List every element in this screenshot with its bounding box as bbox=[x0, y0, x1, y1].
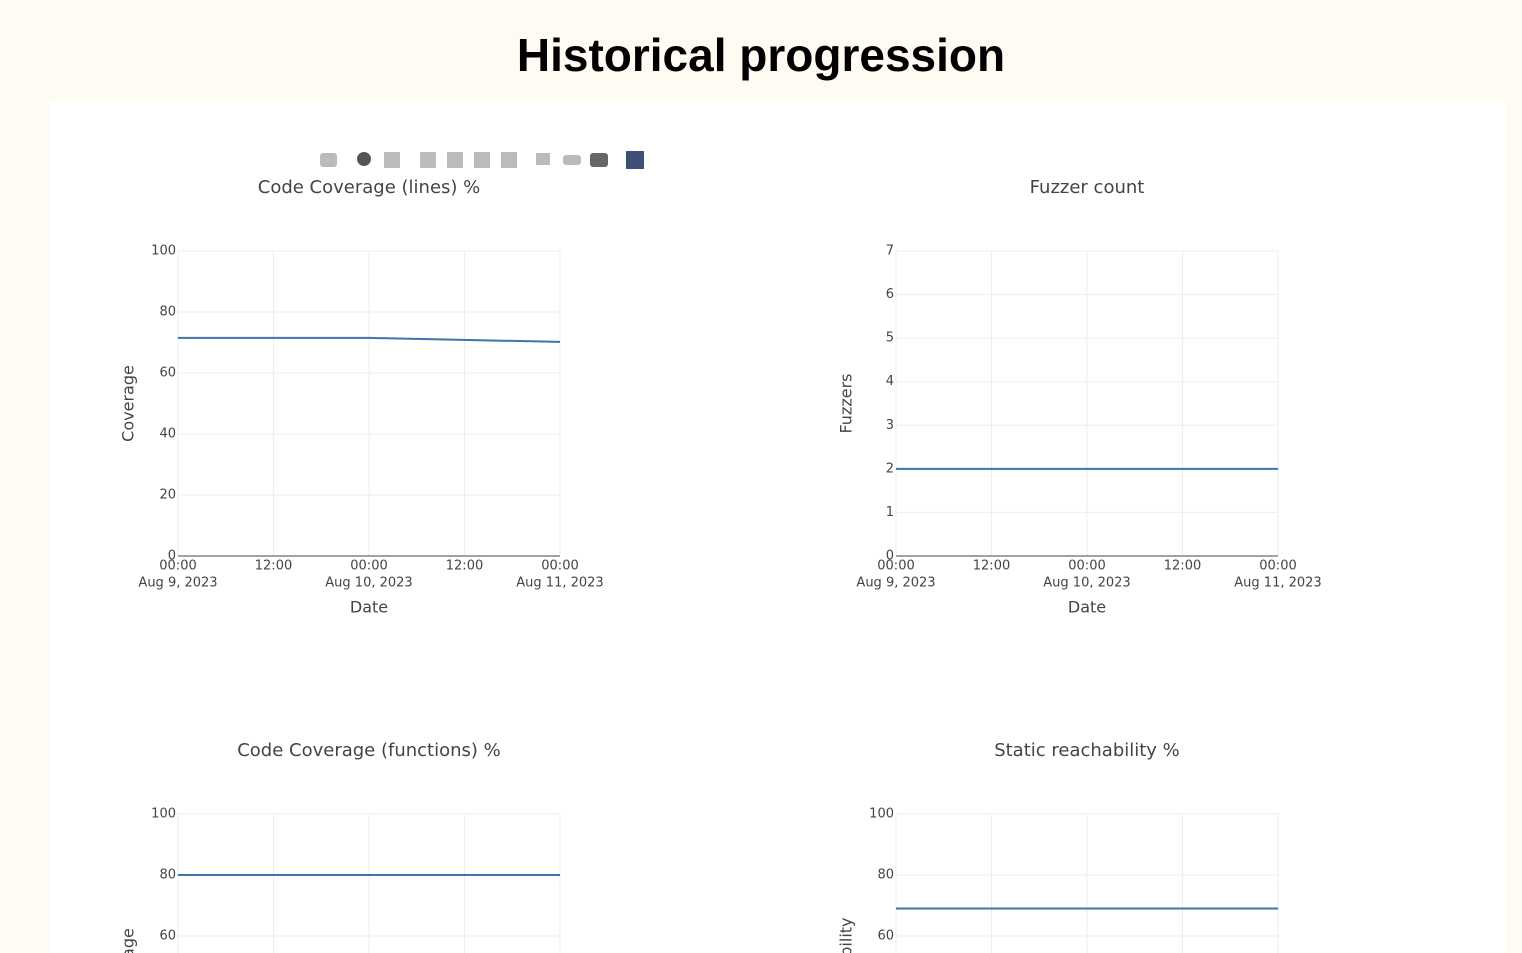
hover-compare-icon[interactable] bbox=[590, 153, 608, 167]
y-tick-label: 100 bbox=[151, 807, 176, 822]
page-title: Historical progression bbox=[516, 29, 1006, 81]
pan-icon[interactable] bbox=[384, 152, 400, 168]
y-tick-label: 6 bbox=[886, 287, 894, 302]
y-tick-label: 3 bbox=[886, 418, 894, 433]
spike-icon[interactable] bbox=[536, 153, 550, 165]
y-tick-label: 0 bbox=[886, 549, 894, 564]
x-tick-date-label: Aug 11, 2023 bbox=[516, 576, 603, 591]
x-tick-date-label: Aug 10, 2023 bbox=[1043, 576, 1130, 591]
x-tick-label: 12:00 bbox=[973, 559, 1010, 574]
chart-title: Code Coverage (lines) % bbox=[258, 177, 481, 198]
x-tick-label: 00:00 bbox=[159, 559, 196, 574]
x-tick-date-label: Aug 11, 2023 bbox=[1234, 576, 1321, 591]
y-tick-label: 20 bbox=[159, 488, 176, 503]
y-axis-title: Fuzzers bbox=[837, 373, 856, 433]
y-tick-label: 100 bbox=[869, 807, 894, 822]
reset-icon[interactable] bbox=[501, 152, 517, 168]
y-tick-label: 100 bbox=[151, 244, 176, 259]
y-axis-title: Reachability bbox=[837, 917, 856, 953]
y-axis-title: Coverage bbox=[119, 365, 138, 442]
chart-title: Static reachability % bbox=[994, 740, 1180, 761]
zoom-out-icon[interactable] bbox=[447, 152, 463, 168]
x-tick-label: 12:00 bbox=[1164, 559, 1201, 574]
zoom-icon[interactable] bbox=[357, 152, 371, 166]
hover-closest-icon[interactable] bbox=[563, 155, 581, 165]
y-tick-label: 80 bbox=[877, 868, 894, 883]
x-tick-label: 00:00 bbox=[1259, 559, 1296, 574]
x-tick-date-label: Aug 9, 2023 bbox=[856, 576, 935, 591]
panel bbox=[49, 100, 1506, 953]
zoom-in-icon[interactable] bbox=[420, 152, 436, 168]
y-tick-label: 60 bbox=[159, 366, 176, 381]
y-tick-label: 7 bbox=[886, 244, 894, 259]
x-tick-label: 12:00 bbox=[446, 559, 483, 574]
x-tick-label: 00:00 bbox=[541, 559, 578, 574]
y-tick-label: 5 bbox=[886, 331, 894, 346]
chart-title: Fuzzer count bbox=[1030, 177, 1145, 198]
y-tick-label: 80 bbox=[159, 305, 176, 320]
camera-icon[interactable] bbox=[320, 153, 337, 167]
x-tick-label: 00:00 bbox=[1068, 559, 1105, 574]
x-axis-title: Date bbox=[1068, 598, 1106, 617]
x-tick-label: 00:00 bbox=[877, 559, 914, 574]
x-tick-label: 00:00 bbox=[350, 559, 387, 574]
x-tick-date-label: Aug 9, 2023 bbox=[138, 576, 217, 591]
y-tick-label: 1 bbox=[886, 505, 894, 520]
y-tick-label: 4 bbox=[886, 374, 894, 389]
x-axis-title: Date bbox=[350, 598, 388, 617]
y-tick-label: 80 bbox=[159, 868, 176, 883]
y-tick-label: 0 bbox=[168, 549, 176, 564]
toolbar bbox=[320, 151, 644, 169]
y-tick-label: 60 bbox=[877, 929, 894, 944]
x-tick-date-label: Aug 10, 2023 bbox=[325, 576, 412, 591]
y-tick-label: 2 bbox=[886, 461, 894, 476]
plotly-logo[interactable] bbox=[626, 151, 644, 169]
x-tick-label: 12:00 bbox=[255, 559, 292, 574]
series-line bbox=[178, 336, 561, 343]
y-tick-label: 60 bbox=[159, 929, 176, 944]
chart-title: Code Coverage (functions) % bbox=[237, 740, 501, 761]
y-tick-label: 40 bbox=[159, 427, 176, 442]
autoscale-icon[interactable] bbox=[474, 152, 490, 168]
y-axis-title: Coverage bbox=[119, 928, 138, 953]
